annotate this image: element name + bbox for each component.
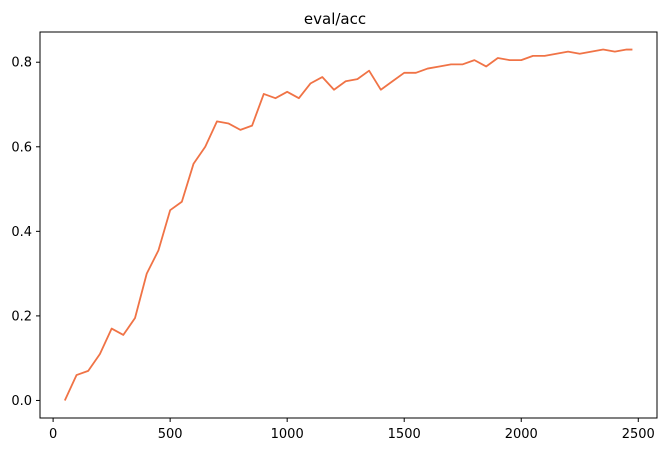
x-tick-label: 500 (158, 427, 183, 442)
x-tick-label: 1500 (388, 427, 421, 442)
y-tick-label: 0.4 (11, 225, 32, 240)
y-tick-label: 0.0 (11, 394, 32, 409)
x-tick-label: 1000 (271, 427, 304, 442)
x-tick-label: 0 (49, 427, 57, 442)
series-line (63, 48, 633, 401)
chart-title: eval/acc (304, 10, 366, 28)
x-tick-label: 2000 (505, 427, 538, 442)
y-tick-label: 0.6 (11, 140, 32, 155)
y-tick-label: 0.8 (11, 56, 32, 71)
x-tick-label: 2500 (622, 427, 655, 442)
plot-frame (39, 31, 658, 419)
y-tick-label: 0.2 (11, 309, 32, 324)
